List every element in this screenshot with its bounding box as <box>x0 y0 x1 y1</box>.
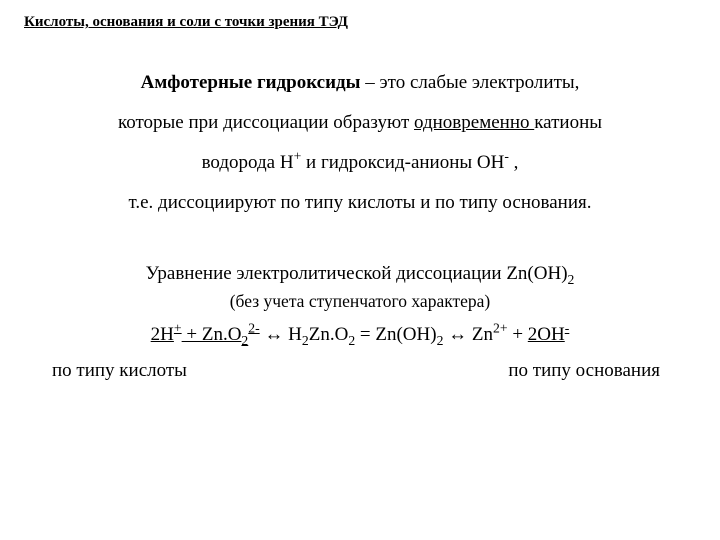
eq-rhs-sup: 2+ <box>493 320 508 335</box>
def-p1: – это слабые электролиты, <box>361 72 580 93</box>
def-p2-under: одновременно <box>414 112 534 133</box>
definition-block: Амфотерные гидроксиды – это слабые элект… <box>38 63 682 223</box>
eq-arrow-2: ↔ <box>443 324 472 345</box>
eq-lhs-a: 2Н <box>151 324 174 345</box>
eq-mid-b: Zn.O <box>309 324 349 345</box>
def-p4: т.е. диссоциируют по типу кислоты и по т… <box>129 192 592 213</box>
eq-rhs-b: + <box>508 324 528 345</box>
eq-arrow-1: ↔ <box>260 324 289 345</box>
equation-annotations: по типу кислоты по типу основания <box>30 360 690 382</box>
eq-lhs-sup: + <box>174 320 182 335</box>
dissociation-equation: 2Н+ + Zn.O22- ↔ H2Zn.O2 = Zn(OH)2 ↔ Zn2+… <box>30 324 690 346</box>
annotation-base: по типу основания <box>508 360 660 382</box>
term: Амфотерные гидроксиды <box>141 72 361 93</box>
annotation-acid: по типу кислоты <box>52 360 187 382</box>
sub-2: 2 <box>568 271 575 286</box>
slide-header: Кислоты, основания и соли с точки зрения… <box>24 14 690 31</box>
eq-lhs-b: + Zn.O <box>182 324 242 345</box>
eq-lhs-sup2: 2- <box>248 320 259 335</box>
eq-mid-c: = Zn(OH) <box>355 324 436 345</box>
equation-subtitle: (без учета ступенчатого характера) <box>30 291 690 312</box>
equation-title: Уравнение электролитической диссоциации … <box>30 263 690 285</box>
def-p3b: и гидроксид-анионы ОН <box>301 152 504 173</box>
eq-rhs-c: 2ОН <box>528 324 565 345</box>
eq-rhs-sup2: - <box>565 320 570 335</box>
eq-rhs-a: Zn <box>472 324 493 345</box>
eq-title-text: Уравнение электролитической диссоциации … <box>146 263 568 284</box>
eq-mid-sub1: 2 <box>302 332 309 347</box>
def-p2b: катионы <box>534 112 602 133</box>
def-p3c: , <box>509 152 519 173</box>
slide-content: Кислоты, основания и соли с точки зрения… <box>0 0 720 402</box>
def-p2a: которые при диссоциации образуют <box>118 112 414 133</box>
def-p3a: водорода Н <box>202 152 294 173</box>
eq-mid-a: H <box>288 324 302 345</box>
